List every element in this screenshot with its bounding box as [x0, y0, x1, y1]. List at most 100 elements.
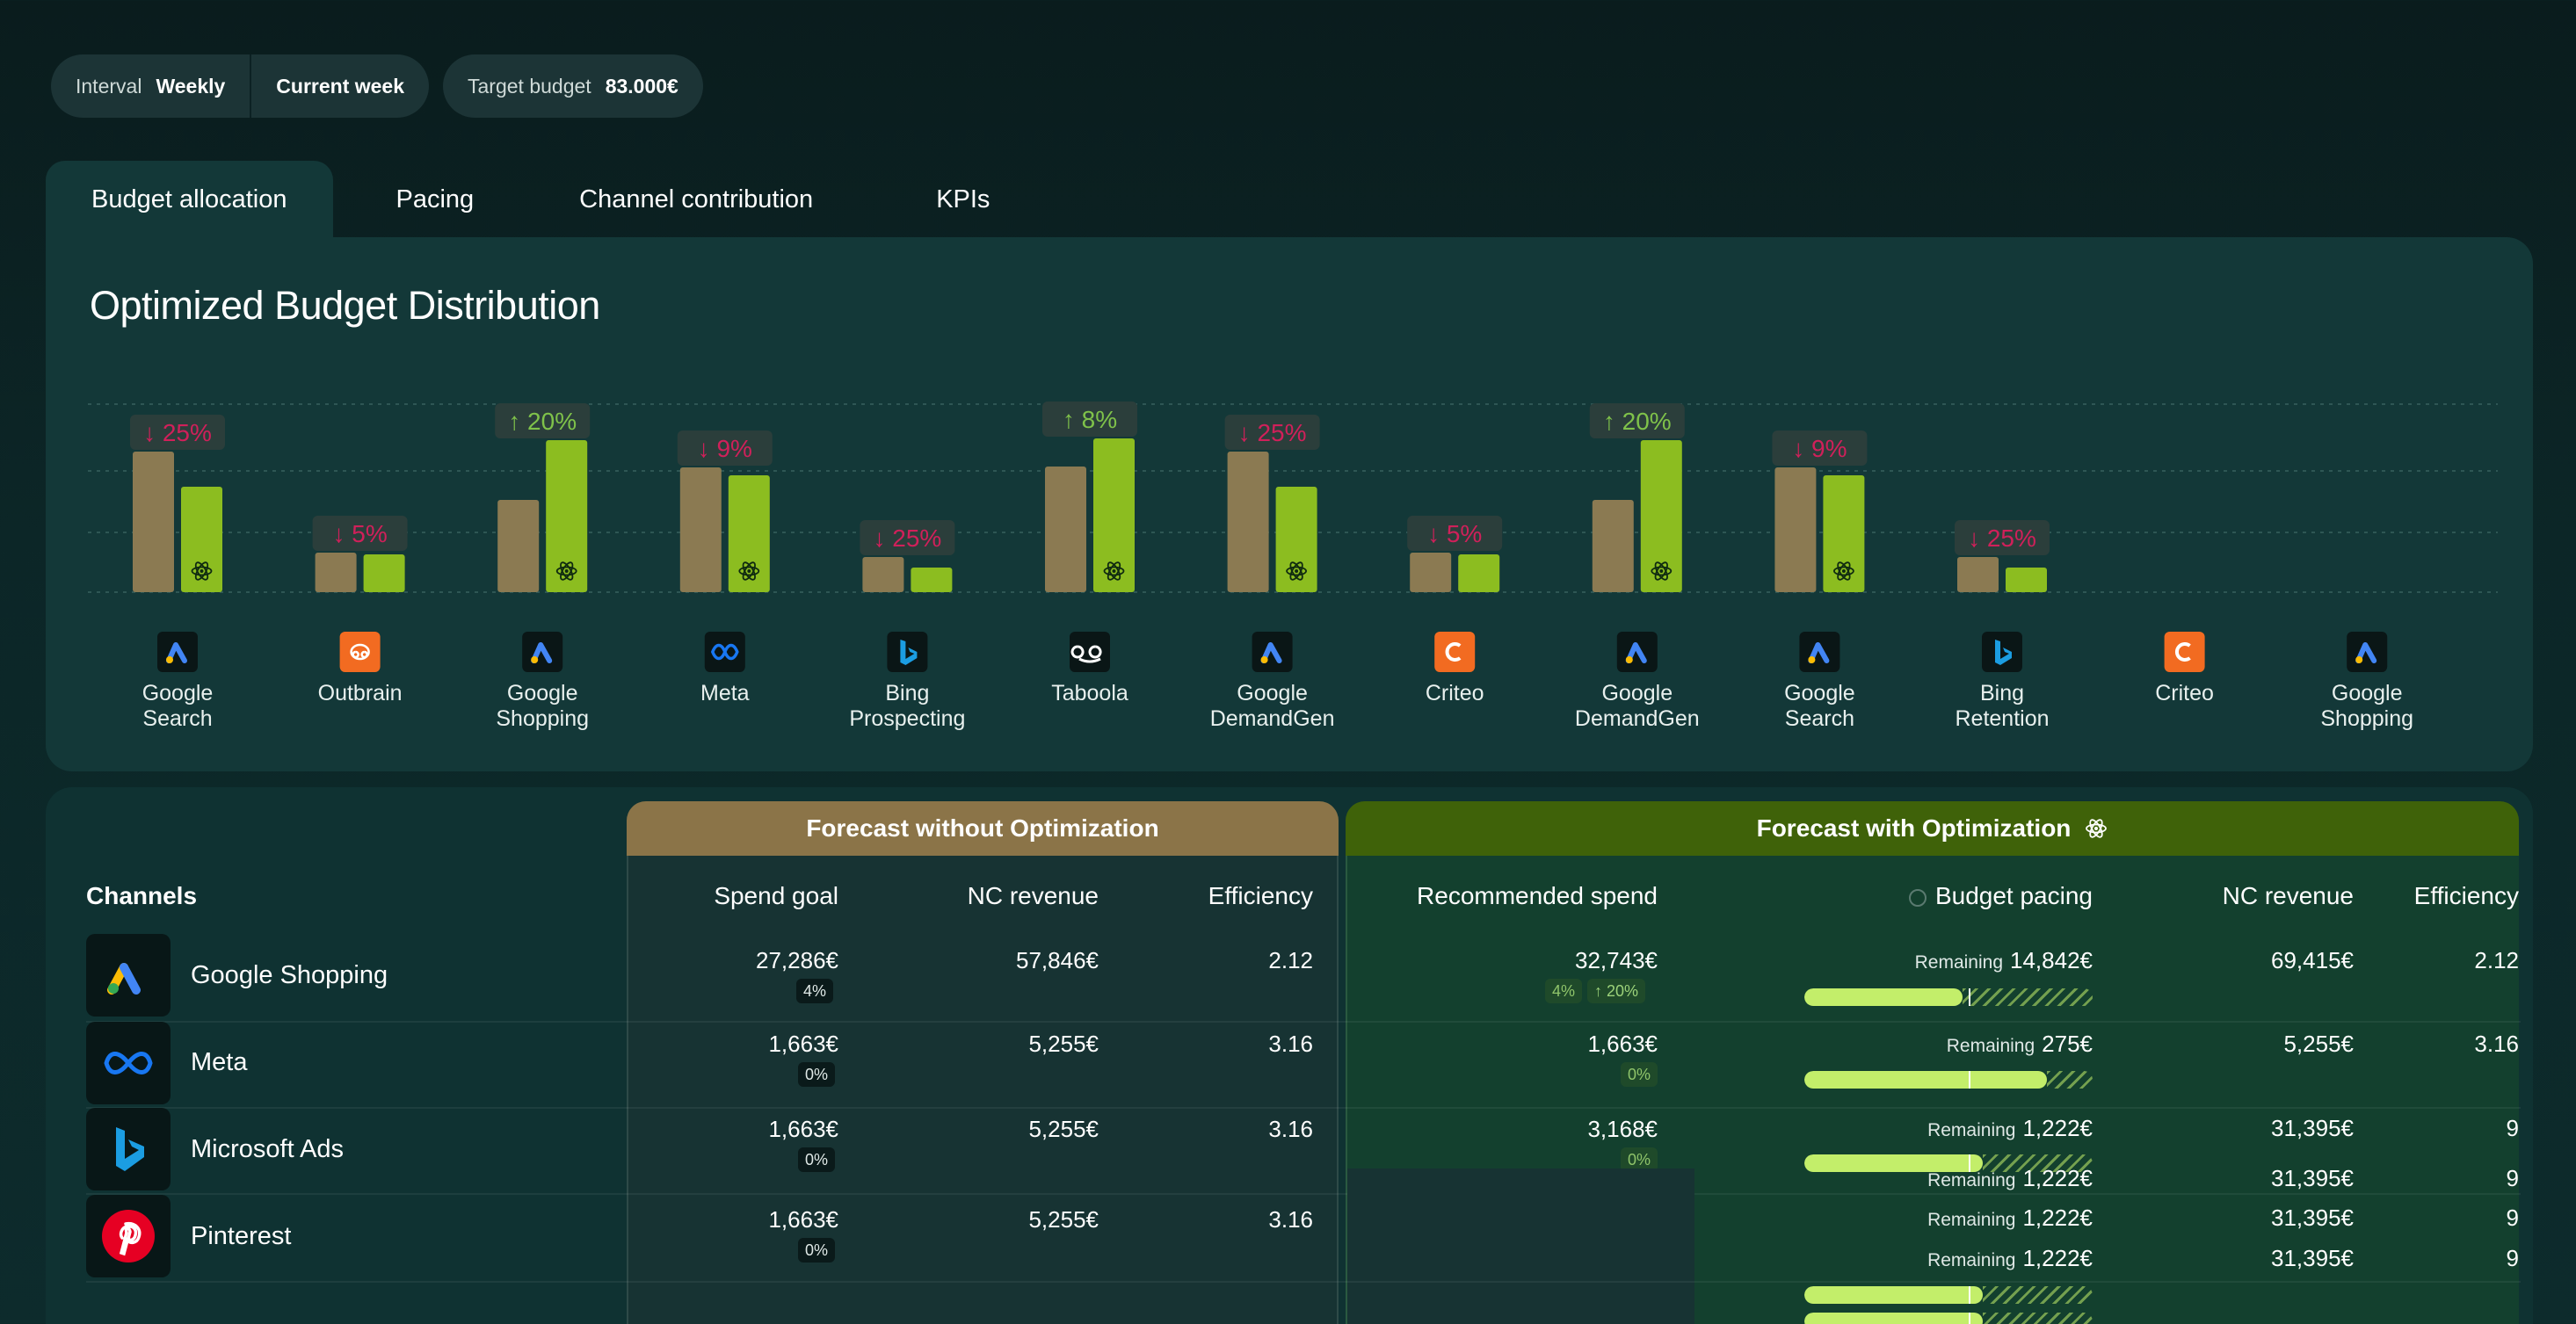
col-efficiency-opt[interactable]: Efficiency	[2413, 882, 2519, 909]
target-budget-pill[interactable]: Target budget 83.000€	[443, 54, 703, 118]
change-badge	[1955, 520, 2050, 555]
spend-goal: 1,663€	[768, 1031, 838, 1057]
row-divider	[86, 1193, 2521, 1195]
spend-badge: 0%	[798, 1238, 836, 1263]
period-value: Current week	[276, 74, 405, 98]
rec-badge: 0%	[1621, 1062, 1658, 1087]
category-label: Google	[1237, 681, 1308, 705]
col-spend-goal[interactable]: Spend goal	[714, 882, 838, 909]
tab-bar: Budget allocation Pacing Channel contrib…	[46, 161, 1035, 238]
forecast-without-section	[627, 856, 1339, 1324]
bar-current	[1045, 467, 1086, 592]
change-badge	[130, 415, 225, 450]
optimization-atom-icon	[1103, 561, 1125, 581]
remaining-value: 14,842€	[2010, 947, 2093, 973]
recommended-spend: 32,743€	[1575, 947, 1658, 973]
interval-value: Weekly	[156, 74, 226, 98]
channel-name[interactable]: Microsoft Ads	[191, 1135, 345, 1163]
category-label: Google	[2332, 681, 2403, 705]
pacing-marker	[1969, 1071, 1970, 1089]
row-divider	[86, 1281, 2521, 1283]
spend-badge: 0%	[798, 1062, 836, 1087]
period-selector[interactable]: Current week	[250, 54, 429, 118]
bar-current	[1957, 557, 1999, 592]
bar-current	[315, 553, 357, 592]
pacing-fill	[1804, 988, 1963, 1006]
category-label: Google	[507, 681, 578, 705]
remaining-label: Remaining	[1946, 1036, 2035, 1056]
optimization-atom-icon	[191, 561, 213, 581]
change-label: ↓ 25%	[143, 419, 212, 446]
category-label: Taboola	[1051, 681, 1128, 705]
pacing-remaining	[1963, 988, 2093, 1006]
change-badge	[495, 403, 591, 438]
change-label: ↓ 25%	[1968, 525, 2036, 552]
change-label: ↓ 5%	[332, 520, 387, 547]
bar-current	[679, 467, 722, 592]
nc-revenue-opt: 31,395€	[2271, 1115, 2354, 1141]
google-ads-icon	[2347, 632, 2388, 672]
rec-change-value: 20%	[1607, 981, 1639, 1000]
pacing-fill	[1804, 1071, 2047, 1089]
interval-selector[interactable]: Interval Weekly	[51, 54, 250, 118]
nc-revenue-opt: 31,395€	[2271, 1165, 2354, 1191]
meta-icon	[704, 632, 745, 672]
tab-pacing[interactable]: Pacing	[395, 184, 475, 213]
remaining-budget: Remaining 1,222€	[1760, 1205, 2093, 1232]
pacing-marker	[1969, 1313, 1970, 1324]
change-badge	[1772, 430, 1868, 466]
tab-budget-allocation[interactable]: Budget allocation	[46, 161, 333, 238]
criteo-icon	[1434, 632, 1476, 672]
nc-revenue-opt: 31,395€	[2271, 1205, 2354, 1231]
nc-revenue: 5,255€	[1028, 1116, 1099, 1142]
spend-goal: 1,663€	[768, 1206, 838, 1233]
optimization-atom-icon	[1286, 561, 1307, 581]
interval-pill-group: Interval Weekly Current week	[51, 54, 430, 118]
category-label: Retention	[1955, 706, 2049, 731]
change-label: ↑ 20%	[1603, 408, 1672, 435]
category-label: DemandGen	[1210, 706, 1335, 731]
nc-revenue: 5,255€	[1028, 1206, 1099, 1233]
change-label: ↓ 25%	[1238, 419, 1307, 446]
category-label: Google	[1601, 681, 1673, 705]
change-badge	[1589, 403, 1685, 438]
bar-optimized	[363, 554, 405, 592]
bing-icon	[86, 1108, 171, 1190]
criteo-icon	[2164, 632, 2205, 672]
change-badge	[312, 516, 408, 551]
col-recommended-spend[interactable]: Recommended spend	[1417, 882, 1658, 909]
category-label: Criteo	[1426, 681, 1484, 705]
channel-name[interactable]: Meta	[191, 1048, 248, 1076]
category-label: Bing	[1980, 681, 2024, 705]
channel-name[interactable]: Pinterest	[191, 1222, 292, 1250]
col-budget-pacing[interactable]: Budget pacing	[1839, 882, 2093, 910]
tab-kpis[interactable]: KPIs	[936, 184, 990, 213]
forecast-without-title: Forecast without Optimization	[806, 814, 1159, 842]
remaining-label: Remaining	[1927, 1250, 2016, 1270]
filter-bar: Interval Weekly Current week Target budg…	[51, 54, 703, 118]
pacing-marker	[1969, 1286, 1970, 1304]
bar-optimized	[1275, 487, 1317, 592]
bar-current	[862, 557, 904, 592]
remaining-value: 1,222€	[2022, 1115, 2093, 1141]
col-efficiency[interactable]: Efficiency	[1208, 882, 1313, 909]
rec-badge: 0%	[1621, 1147, 1658, 1172]
google-ads-icon	[86, 934, 171, 1017]
remaining-value: 1,222€	[2022, 1165, 2093, 1191]
change-label: ↑ 8%	[1063, 406, 1117, 433]
tab-channel-contribution[interactable]: Channel contribution	[579, 184, 814, 213]
spend-goal: 27,286€	[756, 947, 838, 973]
efficiency: 3.16	[1268, 1206, 1313, 1233]
change-label: ↑ 20%	[508, 408, 577, 435]
efficiency: 3.16	[1268, 1031, 1313, 1057]
remaining-budget: Remaining 1,222€	[1760, 1165, 2093, 1192]
outbrain-icon	[339, 632, 381, 672]
category-label: Google	[1784, 681, 1855, 705]
optimization-atom-icon	[2086, 819, 2108, 838]
efficiency-opt: 3.16	[2474, 1031, 2519, 1057]
col-nc-revenue[interactable]: NC revenue	[967, 882, 1099, 909]
bar-current	[133, 452, 174, 592]
col-nc-revenue-opt[interactable]: NC revenue	[2222, 882, 2354, 909]
channel-name[interactable]: Google Shopping	[191, 961, 388, 989]
